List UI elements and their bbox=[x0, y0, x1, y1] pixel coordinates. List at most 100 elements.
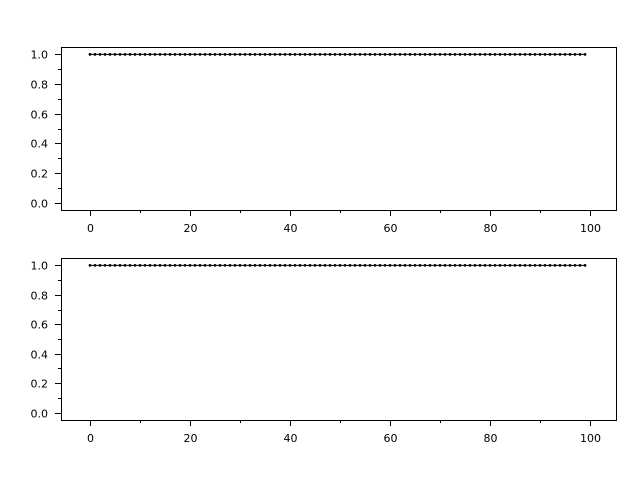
data-point bbox=[228, 53, 232, 56]
x-tick-label: 100 bbox=[580, 222, 601, 235]
data-point bbox=[278, 53, 282, 56]
data-point bbox=[353, 53, 357, 56]
data-point bbox=[548, 263, 552, 267]
data-point bbox=[173, 53, 177, 56]
data-point bbox=[483, 263, 487, 267]
data-point bbox=[113, 53, 117, 56]
data-point bbox=[213, 263, 217, 267]
data-point bbox=[338, 263, 342, 267]
data-point bbox=[448, 53, 452, 56]
data-point bbox=[188, 53, 192, 56]
data-point bbox=[308, 53, 312, 56]
data-point bbox=[343, 53, 347, 56]
data-point bbox=[138, 263, 142, 267]
data-point bbox=[403, 53, 407, 56]
data-point bbox=[443, 53, 447, 56]
data-point bbox=[113, 263, 117, 267]
data-point bbox=[303, 53, 307, 56]
data-point bbox=[178, 53, 182, 56]
data-point bbox=[338, 53, 342, 56]
data-point bbox=[253, 263, 257, 267]
y-tick-label: 0.4 bbox=[31, 349, 49, 362]
x-tick-label: 80 bbox=[484, 432, 498, 445]
y-tick-label: 0.6 bbox=[31, 109, 49, 122]
data-point bbox=[218, 263, 222, 267]
data-point bbox=[493, 53, 497, 56]
data-point bbox=[203, 53, 207, 56]
data-point bbox=[233, 263, 237, 267]
data-point bbox=[148, 53, 152, 56]
data-point bbox=[163, 53, 167, 56]
data-point bbox=[218, 53, 222, 56]
data-point bbox=[438, 263, 442, 267]
data-point bbox=[253, 53, 257, 56]
y-tick-label: 1.0 bbox=[31, 49, 49, 62]
data-point bbox=[153, 263, 157, 267]
y-tick-label: 0.8 bbox=[31, 79, 49, 92]
data-point bbox=[358, 53, 362, 56]
data-point bbox=[223, 53, 227, 56]
data-point bbox=[333, 53, 337, 56]
data-point bbox=[303, 263, 307, 267]
axes-frame bbox=[61, 258, 617, 421]
data-point bbox=[283, 53, 287, 56]
data-point bbox=[183, 263, 187, 267]
data-point bbox=[298, 263, 302, 267]
data-point bbox=[398, 263, 402, 267]
data-point bbox=[413, 263, 417, 267]
data-point bbox=[448, 263, 452, 267]
data-point bbox=[293, 263, 297, 267]
data-point bbox=[313, 263, 317, 267]
data-point bbox=[373, 53, 377, 56]
data-point bbox=[548, 53, 552, 56]
x-tick-label: 100 bbox=[580, 432, 601, 445]
y-tick-label: 0.2 bbox=[31, 168, 49, 181]
data-point bbox=[263, 263, 267, 267]
data-point bbox=[528, 263, 532, 267]
data-point bbox=[88, 263, 92, 267]
data-point bbox=[128, 263, 132, 267]
data-point bbox=[388, 53, 392, 56]
data-point bbox=[208, 263, 212, 267]
data-point bbox=[333, 263, 337, 267]
x-tick-label: 80 bbox=[484, 222, 498, 235]
data-point bbox=[273, 53, 277, 56]
x-tick-label: 20 bbox=[184, 432, 198, 445]
data-point bbox=[258, 263, 262, 267]
data-point bbox=[368, 53, 372, 56]
data-point bbox=[208, 53, 212, 56]
data-point bbox=[118, 263, 122, 267]
axes-frame bbox=[61, 47, 617, 211]
data-point bbox=[318, 263, 322, 267]
data-point bbox=[143, 263, 147, 267]
data-point bbox=[573, 263, 577, 267]
subplot-2: 0 20 40 60 80 100 0.0 0.2 0.4 0.6 0.8 1.0 bbox=[31, 258, 617, 445]
x-tick-label: 40 bbox=[284, 432, 298, 445]
data-point bbox=[298, 53, 302, 56]
data-point bbox=[458, 263, 462, 267]
data-point bbox=[473, 263, 477, 267]
data-point bbox=[463, 53, 467, 56]
data-point bbox=[543, 263, 547, 267]
data-point bbox=[378, 53, 382, 56]
data-point bbox=[478, 263, 482, 267]
x-tick-label: 60 bbox=[384, 222, 398, 235]
data-point bbox=[98, 263, 102, 267]
data-point bbox=[288, 263, 292, 267]
data-point bbox=[438, 53, 442, 56]
data-point bbox=[453, 263, 457, 267]
data-point bbox=[313, 53, 317, 56]
data-point bbox=[558, 53, 562, 56]
y-tick-label: 0.8 bbox=[31, 290, 49, 303]
data-point bbox=[378, 263, 382, 267]
data-point bbox=[193, 53, 197, 56]
data-point bbox=[353, 263, 357, 267]
data-point bbox=[328, 53, 332, 56]
data-point bbox=[433, 263, 437, 267]
data-point bbox=[383, 53, 387, 56]
data-point bbox=[508, 263, 512, 267]
data-point bbox=[358, 263, 362, 267]
data-point bbox=[248, 263, 252, 267]
data-point bbox=[518, 263, 522, 267]
